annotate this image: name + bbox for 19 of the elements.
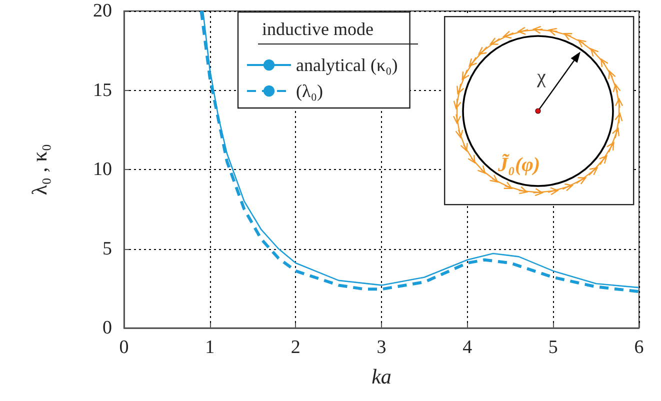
x-tick-label: 1 <box>205 337 215 358</box>
y-tick-label: 0 <box>102 318 112 338</box>
x-tick-label: 4 <box>462 337 473 358</box>
y-tick-label: 5 <box>102 238 112 260</box>
legend-title: inductive mode <box>262 19 374 39</box>
x-tick-label: 3 <box>376 337 386 358</box>
x-tick-label: 6 <box>634 337 644 358</box>
y-tick-label: 10 <box>93 159 112 180</box>
x-tick-label: 5 <box>548 337 558 358</box>
x-tick-label: 0 <box>119 337 129 358</box>
x-tick-label: 2 <box>290 337 300 358</box>
legend-label: analytical (κ₀) <box>296 55 398 75</box>
x-axis-title: ka <box>372 364 392 388</box>
legend-label: (λ₀) <box>296 81 323 101</box>
y-tick-label: 20 <box>93 0 112 22</box>
y-tick-label: 15 <box>93 80 112 101</box>
y-axis-title: λ₀ , κ₀ <box>28 144 52 196</box>
annotation: χ <box>536 66 546 88</box>
annotation: J̃₀(φ) <box>497 153 540 176</box>
